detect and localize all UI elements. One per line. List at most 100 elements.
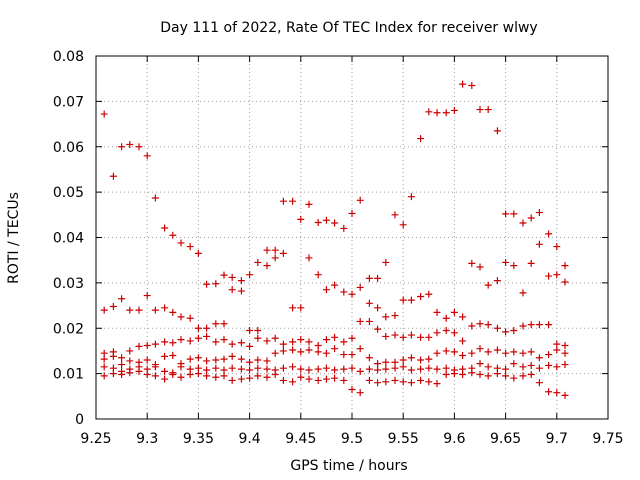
y-tick-label: 0 [75, 412, 84, 428]
data-point [450, 106, 458, 114]
data-point [220, 320, 228, 328]
x-tick-label: 9.65 [490, 431, 521, 447]
data-point [297, 215, 305, 223]
data-point [297, 373, 305, 381]
data-point [305, 346, 313, 354]
data-point [493, 346, 501, 354]
data-point [314, 271, 322, 279]
data-point [356, 389, 364, 397]
data-point [297, 304, 305, 312]
data-point [203, 357, 211, 365]
data-point [212, 373, 220, 381]
data-point [169, 231, 177, 239]
x-tick-labels: 9.25 9.3 9.35 9.4 9.45 9.5 9.55 9.6 9.65 9.7 9.75 [80, 431, 623, 447]
data-point [365, 274, 373, 282]
data-point [382, 258, 390, 266]
grid-layer [96, 56, 608, 419]
data-point [254, 334, 262, 342]
data-point [425, 333, 433, 341]
data-point [322, 364, 330, 372]
data-point [126, 347, 134, 355]
data-point [407, 366, 415, 374]
data-point [279, 340, 287, 348]
data-point [237, 339, 245, 347]
data-point [519, 372, 527, 380]
data-point [391, 331, 399, 339]
data-point [228, 273, 236, 281]
data-point [289, 378, 297, 386]
y-tick-label: 0.02 [53, 321, 84, 337]
data-point [220, 366, 228, 374]
data-point [340, 224, 348, 232]
data-point [493, 370, 501, 378]
data-point [527, 371, 535, 379]
data-point [374, 379, 382, 387]
data-point [169, 308, 177, 316]
data-point [263, 246, 271, 254]
data-point [407, 296, 415, 304]
data-point [502, 372, 510, 380]
data-point [177, 336, 185, 344]
data-point [246, 271, 254, 279]
x-tick-label: 9.4 [238, 431, 260, 447]
data-point [527, 214, 535, 222]
data-point [143, 341, 151, 349]
data-point [135, 367, 143, 375]
data-point [510, 262, 518, 270]
data-point [553, 243, 561, 251]
data-point [348, 351, 356, 359]
data-point [305, 366, 313, 374]
data-point [331, 374, 339, 382]
data-point [433, 380, 441, 388]
data-point [340, 338, 348, 346]
data-point [545, 230, 553, 238]
y-tick-label: 0.06 [53, 140, 84, 156]
data-point [151, 340, 159, 348]
data-point [391, 376, 399, 384]
data-point [322, 336, 330, 344]
data-point [279, 376, 287, 384]
data-point [161, 367, 169, 375]
data-point [502, 210, 510, 218]
data-point [519, 289, 527, 297]
data-point [254, 372, 262, 380]
data-point [279, 197, 287, 205]
data-point [399, 378, 407, 386]
data-point [289, 304, 297, 312]
data-point [161, 224, 169, 232]
data-points [100, 80, 569, 399]
data-point [237, 365, 245, 373]
data-point [382, 365, 390, 373]
data-point [425, 364, 433, 372]
data-point [109, 172, 117, 180]
data-point [305, 254, 313, 262]
data-point [502, 328, 510, 336]
data-point [442, 371, 450, 379]
data-point [305, 200, 313, 208]
x-tick-label: 9.75 [592, 431, 623, 447]
data-point [340, 365, 348, 373]
data-point [100, 110, 108, 118]
data-point [331, 219, 339, 227]
data-point [109, 352, 117, 360]
data-point [468, 322, 476, 330]
data-point [553, 363, 561, 371]
data-point [135, 143, 143, 151]
data-point [561, 361, 569, 369]
data-point [254, 258, 262, 266]
data-point [417, 356, 425, 364]
data-point [519, 349, 527, 357]
data-point [527, 259, 535, 267]
data-point [365, 354, 373, 362]
data-point [553, 389, 561, 397]
data-point [177, 363, 185, 371]
data-point [553, 346, 561, 354]
data-point [237, 355, 245, 363]
data-point [289, 197, 297, 205]
data-point [279, 364, 287, 372]
y-tick-label: 0.03 [53, 276, 84, 292]
x-tick-label: 9.3 [136, 431, 158, 447]
data-point [203, 332, 211, 340]
data-point [519, 322, 527, 330]
